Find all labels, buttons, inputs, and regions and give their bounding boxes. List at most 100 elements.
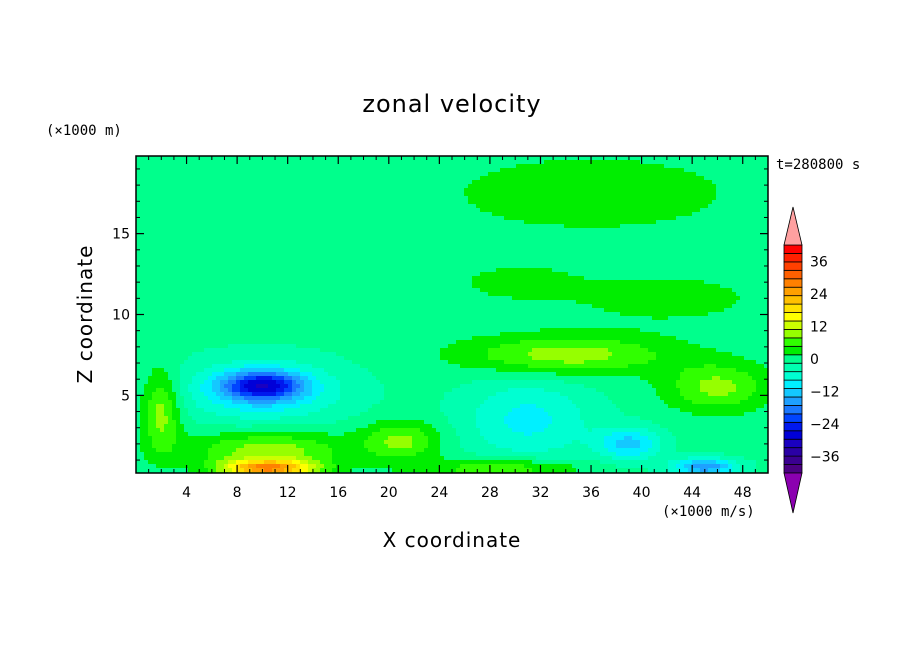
- contour-cell: [532, 268, 536, 272]
- contour-cell: [668, 272, 672, 276]
- contour-cell: [348, 248, 352, 252]
- contour-cell: [224, 236, 228, 240]
- contour-cell: [516, 172, 520, 176]
- contour-cell: [588, 176, 592, 180]
- contour-cell: [220, 164, 224, 168]
- contour-cell: [712, 236, 716, 240]
- contour-cell: [456, 208, 460, 212]
- contour-cell: [240, 280, 244, 284]
- contour-cell: [536, 196, 540, 200]
- contour-cell: [412, 248, 416, 252]
- contour-cell: [436, 272, 440, 276]
- contour-cell: [648, 208, 652, 212]
- contour-cell: [460, 156, 464, 160]
- contour-cell: [660, 276, 664, 280]
- contour-cell: [648, 248, 652, 252]
- contour-cell: [224, 168, 228, 172]
- contour-cell: [208, 176, 212, 180]
- contour-cell: [624, 260, 628, 264]
- contour-cell: [684, 196, 688, 200]
- contour-cell: [404, 184, 408, 188]
- contour-cell: [304, 204, 308, 208]
- contour-cell: [560, 204, 564, 208]
- contour-cell: [340, 216, 344, 220]
- contour-cell: [328, 164, 332, 168]
- contour-cell: [720, 200, 724, 204]
- contour-cell: [420, 188, 424, 192]
- contour-cell: [384, 164, 388, 168]
- contour-cell: [624, 276, 628, 280]
- contour-cell: [748, 224, 752, 228]
- contour-cell: [176, 172, 180, 176]
- contour-cell: [328, 248, 332, 252]
- contour-cell: [716, 268, 720, 272]
- contour-cell: [512, 172, 516, 176]
- contour-cell: [516, 168, 520, 172]
- contour-cell: [156, 252, 160, 256]
- contour-cell: [456, 248, 460, 252]
- contour-cell: [240, 272, 244, 276]
- contour-cell: [388, 188, 392, 192]
- contour-cell: [456, 272, 460, 276]
- contour-cell: [564, 192, 568, 196]
- contour-cell: [524, 172, 528, 176]
- contour-cell: [560, 268, 564, 272]
- contour-cell: [692, 268, 696, 272]
- contour-cell: [764, 272, 768, 276]
- contour-cell: [536, 208, 540, 212]
- contour-cell: [380, 232, 384, 236]
- contour-cell: [256, 188, 260, 192]
- contour-cell: [260, 280, 264, 284]
- contour-cell: [200, 228, 204, 232]
- contour-cell: [248, 228, 252, 232]
- contour-cell: [576, 232, 580, 236]
- contour-cell: [504, 256, 508, 260]
- contour-cell: [264, 160, 268, 164]
- contour-cell: [152, 200, 156, 204]
- contour-cell: [592, 240, 596, 244]
- contour-cell: [308, 208, 312, 212]
- contour-cell: [312, 264, 316, 268]
- contour-cell: [596, 244, 600, 248]
- contour-cell: [736, 160, 740, 164]
- contour-cell: [568, 220, 572, 224]
- contour-cell: [284, 184, 288, 188]
- contour-cell: [672, 208, 676, 212]
- contour-cell: [572, 236, 576, 240]
- contour-cell: [576, 176, 580, 180]
- contour-cell: [372, 188, 376, 192]
- contour-cell: [640, 172, 644, 176]
- contour-cell: [260, 236, 264, 240]
- contour-cell: [368, 204, 372, 208]
- contour-cell: [692, 260, 696, 264]
- contour-cell: [280, 204, 284, 208]
- contour-cell: [264, 164, 268, 168]
- contour-cell: [324, 264, 328, 268]
- contour-cell: [472, 224, 476, 228]
- contour-cell: [656, 184, 660, 188]
- contour-cell: [712, 256, 716, 260]
- contour-cell: [748, 212, 752, 216]
- contour-cell: [304, 260, 308, 264]
- contour-cell: [756, 244, 760, 248]
- contour-cell: [452, 192, 456, 196]
- contour-cell: [588, 244, 592, 248]
- contour-cell: [276, 252, 280, 256]
- contour-cell: [736, 232, 740, 236]
- contour-cell: [228, 196, 232, 200]
- contour-cell: [288, 176, 292, 180]
- contour-cell: [688, 232, 692, 236]
- contour-cell: [568, 248, 572, 252]
- contour-cell: [184, 252, 188, 256]
- contour-cell: [268, 156, 272, 160]
- contour-cell: [164, 172, 168, 176]
- contour-cell: [588, 228, 592, 232]
- contour-cell: [580, 236, 584, 240]
- contour-cell: [304, 192, 308, 196]
- contour-cell: [544, 260, 548, 264]
- contour-cell: [724, 216, 728, 220]
- contour-cell: [296, 200, 300, 204]
- contour-cell: [644, 200, 648, 204]
- contour-cell: [220, 168, 224, 172]
- contour-cell: [256, 160, 260, 164]
